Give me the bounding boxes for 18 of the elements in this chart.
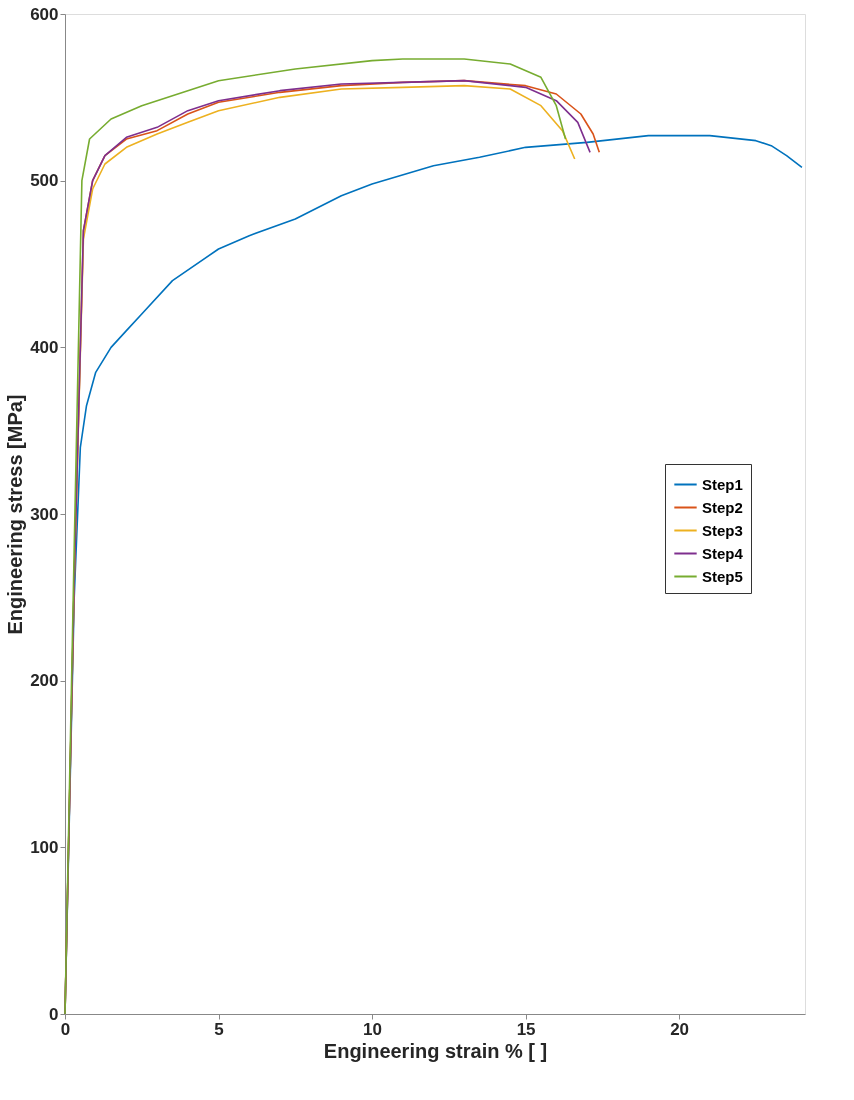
x-tick-label: 20 xyxy=(670,1019,690,1039)
legend-label: Step2 xyxy=(702,498,743,516)
x-tick-label: 15 xyxy=(516,1019,536,1039)
y-tick-label: 100 xyxy=(30,837,59,857)
legend-label: Step1 xyxy=(702,475,743,493)
y-tick-label: 600 xyxy=(30,4,59,24)
y-tick-label: 400 xyxy=(30,337,59,357)
x-tick-label: 5 xyxy=(214,1019,224,1039)
legend-label: Step3 xyxy=(702,521,743,539)
y-axis-title: Engineering stress [MPa] xyxy=(4,394,27,635)
y-tick-label: 200 xyxy=(30,671,59,691)
legend-label: Step5 xyxy=(702,567,743,585)
x-tick-label: 10 xyxy=(363,1019,383,1039)
y-tick-label: 0 xyxy=(49,1004,59,1024)
y-tick-label: 500 xyxy=(30,171,59,191)
x-axis-title: Engineering strain % [ ] xyxy=(323,1039,548,1062)
legend-label: Step4 xyxy=(702,544,744,562)
y-tick-label: 300 xyxy=(30,504,59,524)
